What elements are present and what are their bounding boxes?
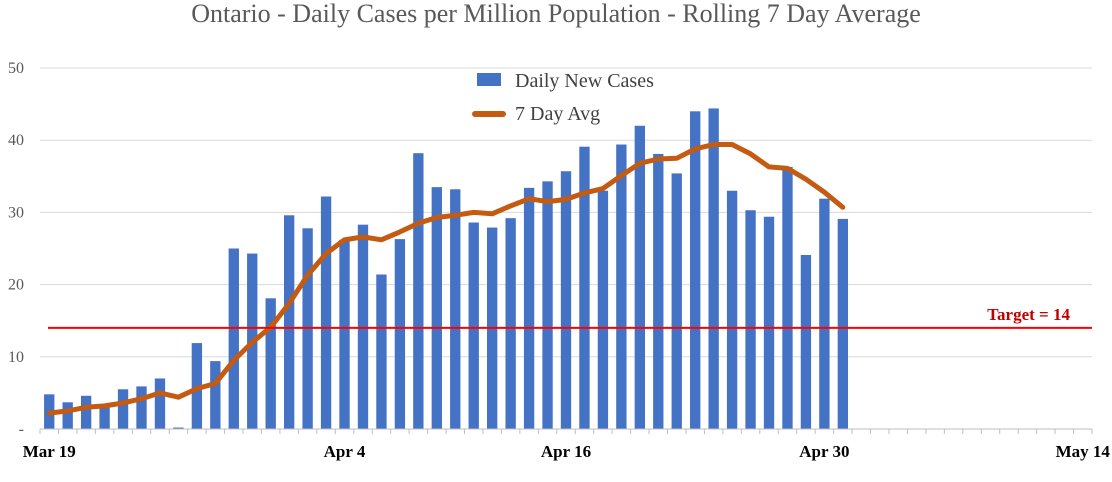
bar-daily-new-cases — [320, 196, 332, 429]
bar-daily-new-cases — [782, 166, 793, 429]
bar-daily-new-cases — [62, 402, 73, 429]
x-tick-label: Apr 30 — [799, 442, 849, 461]
bar-daily-new-cases — [800, 254, 812, 429]
y-tick-label: 40 — [8, 132, 24, 149]
y-tick-label: 50 — [8, 60, 24, 77]
axis-layer: - 10 20 30 40 50 Mar 19 Apr 4 Apr 16 Apr 30 May 14 — [8, 60, 1110, 461]
line-layer — [46, 142, 846, 416]
legend-label-daily-new-cases: Daily New Cases — [515, 70, 654, 92]
bar-daily-new-cases — [283, 215, 295, 429]
bar-daily-new-cases — [450, 189, 461, 429]
x-tick-label: Mar 19 — [23, 442, 76, 461]
bar-daily-new-cases — [523, 187, 535, 429]
bar-daily-new-cases — [117, 389, 129, 429]
bar-daily-new-cases — [560, 171, 572, 429]
bar-daily-new-cases — [579, 146, 590, 429]
x-tick-label: Apr 16 — [541, 442, 591, 461]
bar-daily-new-cases — [690, 111, 701, 429]
y-tick-label: 30 — [8, 204, 24, 221]
y-tick-label: - — [19, 421, 24, 438]
bar-daily-new-cases — [819, 198, 830, 429]
x-tick-label: May 14 — [1056, 442, 1111, 461]
bar-daily-new-cases — [210, 361, 221, 429]
line-7-day-avg — [46, 142, 846, 416]
bar-daily-new-cases — [265, 298, 276, 429]
bar-daily-new-cases — [671, 173, 682, 429]
y-tick-label: 10 — [8, 349, 24, 366]
bar-daily-new-cases — [136, 386, 147, 429]
bar-daily-new-cases — [542, 181, 553, 429]
bar-layer — [44, 108, 849, 430]
bar-daily-new-cases — [80, 395, 92, 429]
reference-layer: Target = 14 — [48, 305, 1092, 329]
bar-daily-new-cases — [726, 190, 738, 429]
bar-daily-new-cases — [634, 125, 645, 429]
target-label: Target = 14 — [987, 305, 1070, 324]
bar-daily-new-cases — [173, 427, 184, 429]
bar-daily-new-cases — [228, 248, 239, 429]
y-tick-label: 20 — [8, 277, 24, 294]
bar-daily-new-cases — [431, 187, 442, 429]
bar-daily-new-cases — [597, 190, 609, 429]
chart-title: Ontario - Daily Cases per Million Popula… — [191, 0, 921, 28]
bar-daily-new-cases — [708, 108, 719, 429]
bar-daily-new-cases — [394, 239, 406, 429]
legend: Daily New Cases 7 Day Avg — [472, 70, 654, 125]
bar-daily-new-cases — [837, 218, 849, 429]
bar-daily-new-cases — [505, 218, 516, 429]
x-tick-label: Apr 4 — [324, 442, 366, 461]
legend-label-7-day-avg: 7 Day Avg — [515, 103, 600, 125]
bar-daily-new-cases — [99, 405, 110, 429]
legend-swatch-daily-new-cases — [477, 73, 501, 86]
bar-daily-new-cases — [357, 224, 369, 429]
bar-daily-new-cases — [763, 216, 775, 429]
bar-daily-new-cases — [616, 144, 627, 430]
bar-daily-new-cases — [745, 210, 756, 429]
bar-daily-new-cases — [376, 274, 387, 429]
bar-daily-new-cases — [468, 222, 479, 429]
bar-daily-new-cases — [413, 153, 424, 430]
bar-daily-new-cases — [653, 153, 664, 429]
bar-daily-new-cases — [154, 378, 166, 429]
bar-daily-new-cases — [339, 239, 350, 429]
